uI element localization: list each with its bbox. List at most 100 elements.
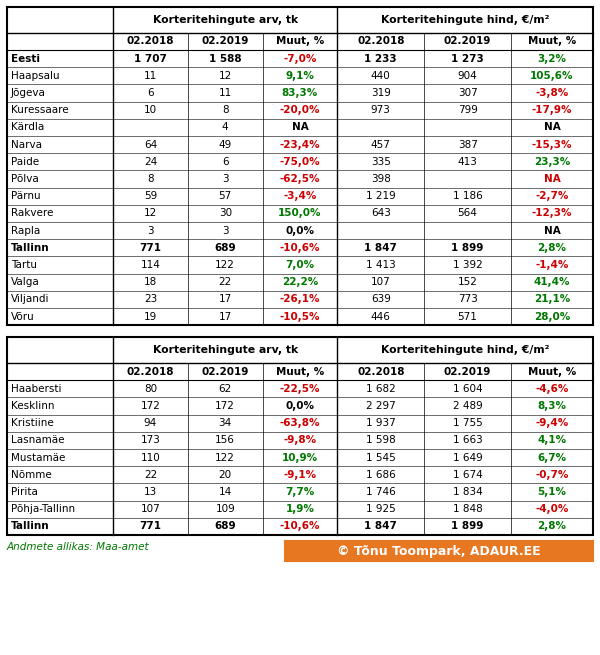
Text: Haapsalu: Haapsalu: [11, 71, 59, 81]
Text: Põlva: Põlva: [11, 174, 39, 184]
Text: Narva: Narva: [11, 140, 42, 149]
Text: 0,0%: 0,0%: [286, 225, 314, 236]
Text: 1 588: 1 588: [209, 54, 242, 64]
Text: Põhja-Tallinn: Põhja-Tallinn: [11, 504, 75, 514]
Text: 1 899: 1 899: [451, 521, 484, 531]
Text: 1 598: 1 598: [366, 436, 395, 445]
Text: 22: 22: [144, 470, 157, 480]
Text: 152: 152: [458, 277, 478, 287]
Text: Muut, %: Muut, %: [276, 367, 324, 377]
Text: Rakvere: Rakvere: [11, 208, 53, 218]
Text: Nõmme: Nõmme: [11, 470, 52, 480]
Text: -10,6%: -10,6%: [280, 243, 320, 253]
Text: 1 847: 1 847: [364, 521, 397, 531]
Text: -9,8%: -9,8%: [283, 436, 317, 445]
Text: 24: 24: [144, 157, 157, 167]
Text: 34: 34: [218, 418, 232, 428]
Text: 6: 6: [222, 157, 229, 167]
Text: Muut, %: Muut, %: [528, 367, 576, 377]
Text: 12: 12: [144, 208, 157, 218]
Text: 13: 13: [144, 487, 157, 497]
Text: 110: 110: [140, 453, 160, 462]
Text: -1,4%: -1,4%: [535, 260, 569, 270]
Text: 114: 114: [140, 260, 160, 270]
Text: 4,1%: 4,1%: [538, 436, 566, 445]
Text: 173: 173: [140, 436, 160, 445]
Text: -2,7%: -2,7%: [535, 191, 569, 201]
Text: -26,1%: -26,1%: [280, 294, 320, 305]
Text: 11: 11: [218, 88, 232, 98]
Text: 1 755: 1 755: [453, 418, 482, 428]
Text: Muut, %: Muut, %: [528, 37, 576, 47]
Text: Pirita: Pirita: [11, 487, 38, 497]
Text: -4,0%: -4,0%: [535, 504, 569, 514]
Text: -23,4%: -23,4%: [280, 140, 320, 149]
Text: 1 273: 1 273: [451, 54, 484, 64]
Text: 18: 18: [144, 277, 157, 287]
Text: 107: 107: [140, 504, 160, 514]
Text: 398: 398: [371, 174, 391, 184]
Text: 689: 689: [214, 243, 236, 253]
Text: Andmete allikas: Maa-amet: Andmete allikas: Maa-amet: [7, 542, 149, 552]
Text: 17: 17: [218, 312, 232, 322]
Text: -0,7%: -0,7%: [535, 470, 569, 480]
Text: Jõgeva: Jõgeva: [11, 88, 46, 98]
Text: Kristiine: Kristiine: [11, 418, 54, 428]
Text: 1 413: 1 413: [366, 260, 395, 270]
Text: 80: 80: [144, 384, 157, 394]
Text: -75,0%: -75,0%: [280, 157, 320, 167]
Text: 2 297: 2 297: [366, 401, 395, 411]
Text: 19: 19: [144, 312, 157, 322]
Text: NA: NA: [544, 174, 560, 184]
Bar: [7, 7, 593, 325]
Text: 904: 904: [458, 71, 478, 81]
Text: 3: 3: [222, 174, 229, 184]
Text: Korteritehingute arv, tk: Korteritehingute arv, tk: [152, 345, 298, 355]
Text: Viljandi: Viljandi: [11, 294, 49, 305]
Text: Kärdla: Kärdla: [11, 122, 44, 132]
Text: 639: 639: [371, 294, 391, 305]
Text: -22,5%: -22,5%: [280, 384, 320, 394]
Text: 1 686: 1 686: [366, 470, 395, 480]
Text: 1 663: 1 663: [453, 436, 482, 445]
Text: Kuressaare: Kuressaare: [11, 105, 68, 115]
Text: 105,6%: 105,6%: [530, 71, 574, 81]
Text: 8: 8: [147, 174, 154, 184]
Text: 23: 23: [144, 294, 157, 305]
Text: 12: 12: [218, 71, 232, 81]
Text: Valga: Valga: [11, 277, 40, 287]
Text: 5,1%: 5,1%: [538, 487, 566, 497]
Text: 122: 122: [215, 260, 235, 270]
Text: 1 545: 1 545: [366, 453, 395, 462]
Text: 440: 440: [371, 71, 391, 81]
Text: 307: 307: [458, 88, 478, 98]
Text: 02.2018: 02.2018: [357, 37, 404, 47]
Text: 457: 457: [371, 140, 391, 149]
Text: 1 925: 1 925: [366, 504, 395, 514]
Text: 1 847: 1 847: [364, 243, 397, 253]
Text: 02.2019: 02.2019: [444, 37, 491, 47]
Text: NA: NA: [544, 122, 560, 132]
Text: -17,9%: -17,9%: [532, 105, 572, 115]
Text: Lasnamäe: Lasnamäe: [11, 436, 65, 445]
Text: 02.2018: 02.2018: [357, 367, 404, 377]
Text: Korteritehingute hind, €/m²: Korteritehingute hind, €/m²: [381, 15, 550, 25]
Text: Korteritehingute hind, €/m²: Korteritehingute hind, €/m²: [381, 345, 550, 355]
Text: 1 682: 1 682: [366, 384, 395, 394]
Text: 172: 172: [140, 401, 160, 411]
Text: 109: 109: [215, 504, 235, 514]
Text: 335: 335: [371, 157, 391, 167]
Text: 1 707: 1 707: [134, 54, 167, 64]
Text: 8: 8: [222, 105, 229, 115]
Text: Haabersti: Haabersti: [11, 384, 62, 394]
Text: 6,7%: 6,7%: [538, 453, 566, 462]
Text: Muut, %: Muut, %: [276, 37, 324, 47]
Text: Korteritehingute arv, tk: Korteritehingute arv, tk: [152, 15, 298, 25]
Text: Tallinn: Tallinn: [11, 521, 50, 531]
Text: 57: 57: [218, 191, 232, 201]
Text: 643: 643: [371, 208, 391, 218]
Text: -15,3%: -15,3%: [532, 140, 572, 149]
Text: 21,1%: 21,1%: [534, 294, 570, 305]
Text: 2,8%: 2,8%: [538, 521, 566, 531]
Text: 1 392: 1 392: [453, 260, 482, 270]
